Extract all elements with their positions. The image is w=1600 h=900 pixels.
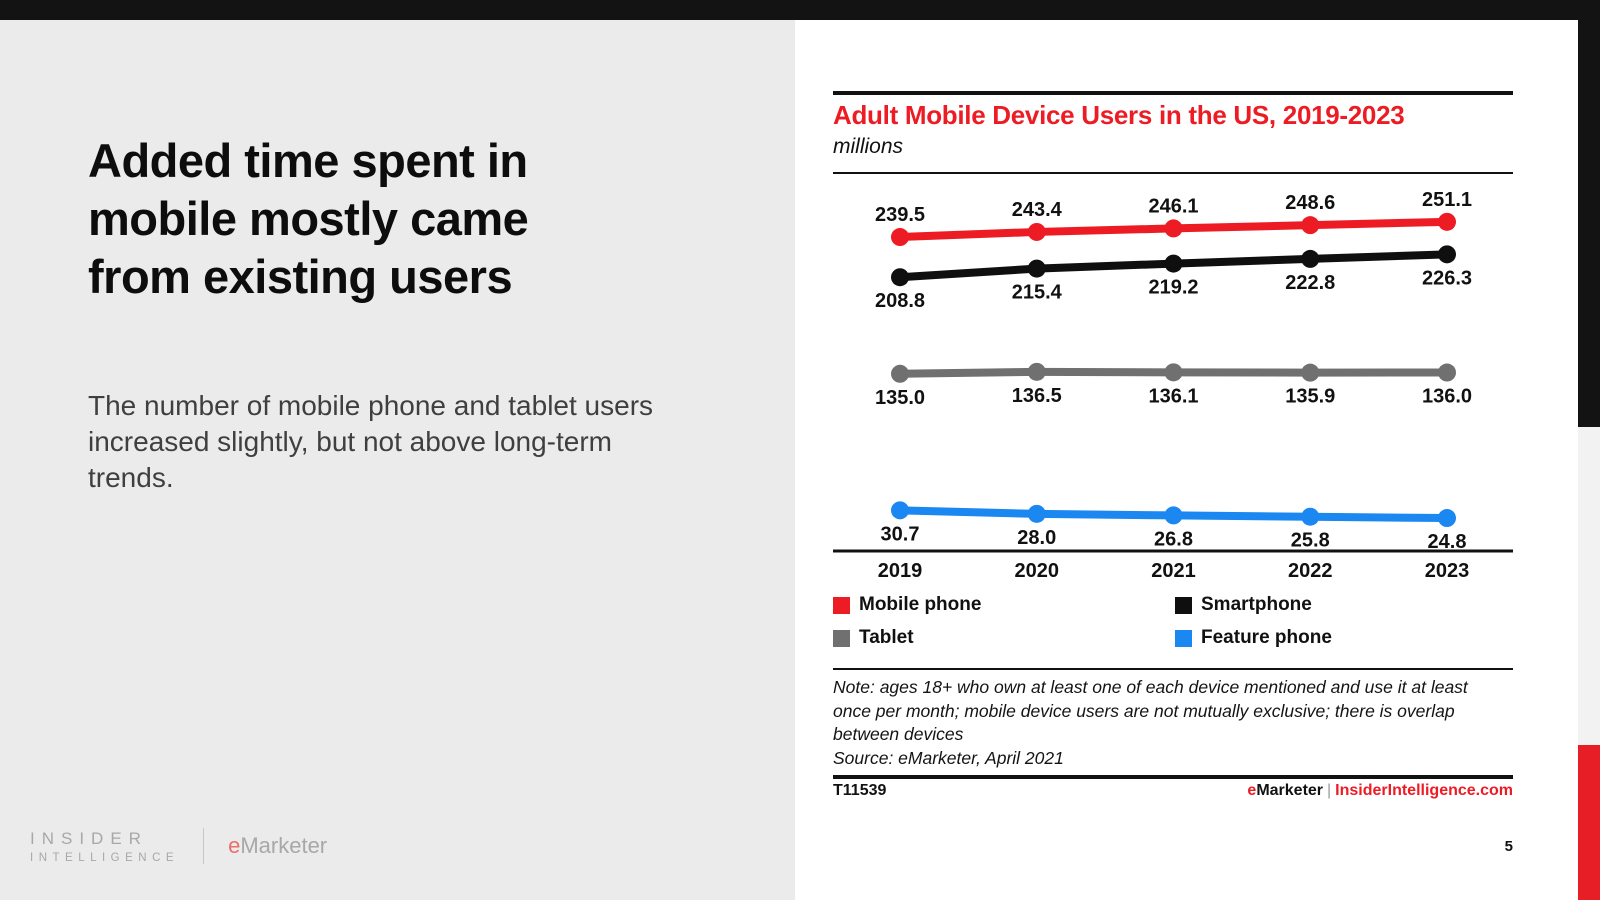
data-point-tablet [1438, 363, 1456, 382]
data-label-tablet: 136.1 [1148, 385, 1198, 407]
chart-title: Adult Mobile Device Users in the US, 201… [833, 100, 1405, 130]
page-number: 5 [1504, 838, 1513, 855]
top-bar [0, 0, 1600, 20]
data-label-feature-phone: 26.8 [1154, 528, 1193, 550]
data-point-feature-phone [1027, 504, 1046, 523]
emarketer-logo: eMarketer [228, 833, 327, 859]
chart-note: Note: ages 18+ who own at least one of e… [833, 677, 1468, 744]
data-point-mobile-phone [1027, 222, 1046, 241]
title-rule [833, 172, 1513, 174]
data-point-smartphone [1301, 249, 1320, 268]
chart-source: Source: eMarketer, April 2021 [833, 747, 1064, 768]
data-label-mobile-phone: 246.1 [1148, 195, 1198, 217]
legend-label: Feature phone [1201, 627, 1332, 648]
x-axis-tick-2023: 2023 [1425, 560, 1470, 582]
chart-legend: Mobile phone Smartphone Tablet Feature phon… [833, 594, 1513, 649]
data-label-mobile-phone: 251.1 [1422, 189, 1472, 211]
insider-logo-line2: INTELLIGENCE [30, 851, 180, 864]
data-label-mobile-phone: 243.4 [1012, 199, 1063, 221]
chart-panel: Adult Mobile Device Users in the US, 201… [795, 20, 1578, 900]
data-point-smartphone [1164, 254, 1183, 273]
legend-item-feature-phone: Feature phone [1175, 627, 1513, 649]
data-point-smartphone [891, 268, 909, 287]
legend-label: Mobile phone [859, 594, 982, 615]
x-axis-tick-2022: 2022 [1288, 560, 1333, 582]
data-point-tablet [1164, 363, 1183, 382]
legend-label: Tablet [859, 627, 914, 648]
data-label-feature-phone: 30.7 [881, 523, 920, 545]
footer-brand-e: e [1247, 782, 1257, 799]
strip-red-segment [1578, 745, 1600, 900]
note-block: Note: ages 18+ who own at least one of e… [833, 676, 1493, 770]
legend-swatch-feature-phone [1175, 629, 1192, 647]
legend-item-mobile-phone: Mobile phone [833, 594, 1175, 616]
data-label-tablet: 136.5 [1012, 385, 1062, 407]
note-rule [833, 668, 1513, 670]
data-point-feature-phone [1164, 506, 1183, 525]
insider-logo-line1: INSIDER [30, 828, 148, 848]
data-point-smartphone [1438, 245, 1456, 264]
legend-swatch-smartphone [1175, 596, 1192, 614]
legend-swatch-tablet [833, 629, 850, 647]
data-label-mobile-phone: 248.6 [1285, 192, 1335, 214]
legend-item-smartphone: Smartphone [1175, 594, 1513, 616]
data-point-tablet [1027, 362, 1046, 381]
legend-label: Smartphone [1201, 594, 1312, 615]
data-label-smartphone: 226.3 [1422, 267, 1472, 289]
data-point-mobile-phone [891, 228, 909, 247]
insider-intelligence-logo: INSIDER INTELLIGENCE [30, 829, 179, 864]
chart-id: T11539 [833, 782, 887, 799]
data-point-feature-phone [891, 501, 909, 520]
data-label-feature-phone: 24.8 [1428, 531, 1467, 553]
chart-subtitle: millions [833, 135, 904, 158]
data-label-feature-phone: 25.8 [1291, 530, 1330, 552]
data-label-tablet: 135.9 [1285, 386, 1335, 408]
chart-footer: T11539 eMarketer | InsiderIntelligence.com [833, 782, 1513, 800]
emarketer-logo-e: e [228, 833, 241, 858]
data-point-feature-phone [1438, 509, 1456, 528]
data-label-smartphone: 222.8 [1285, 272, 1335, 294]
data-label-feature-phone: 28.0 [1017, 527, 1056, 549]
data-point-tablet [891, 364, 909, 383]
right-edge-strip [1578, 0, 1600, 900]
slide-headline: Added time spent in mobile mostly came f… [88, 134, 529, 303]
data-point-mobile-phone [1301, 216, 1320, 235]
strip-gray-segment [1578, 427, 1600, 745]
line-chart: 2019 2020 2021 2022 2023 239.5 243.4 246.1 248.6… [833, 189, 1513, 582]
top-rule [833, 91, 1513, 95]
data-point-feature-phone [1301, 507, 1320, 526]
data-label-smartphone: 215.4 [1012, 282, 1063, 304]
footer-brand: eMarketer | InsiderIntelligence.com [1247, 782, 1513, 800]
data-label-smartphone: 208.8 [875, 290, 925, 312]
emarketer-logo-rest: Marketer [240, 833, 328, 858]
brand-footer: INSIDER INTELLIGENCE eMarketer [30, 828, 327, 864]
footer-site-link: InsiderIntelligence.com [1335, 782, 1513, 799]
x-axis-tick-2020: 2020 [1015, 560, 1060, 582]
x-axis-tick-2019: 2019 [878, 560, 923, 582]
logo-divider [203, 828, 205, 864]
data-point-smartphone [1027, 259, 1046, 278]
legend-swatch-mobile-phone [833, 596, 850, 614]
data-point-mobile-phone [1438, 212, 1456, 231]
footer-rule [833, 775, 1513, 779]
data-label-mobile-phone: 239.5 [875, 204, 925, 226]
data-point-mobile-phone [1164, 219, 1183, 238]
footer-brand-rest: Marketer [1256, 782, 1324, 799]
footer-brand-divider: | [1327, 782, 1332, 799]
data-label-smartphone: 219.2 [1148, 277, 1198, 299]
strip-black-segment [1578, 0, 1600, 427]
x-axis-tick-2021: 2021 [1151, 560, 1196, 582]
data-point-tablet [1301, 363, 1320, 382]
left-panel: Added time spent in mobile mostly came f… [0, 20, 795, 900]
slide-body-text: The number of mobile phone and tablet us… [88, 390, 654, 493]
data-label-tablet: 136.0 [1422, 386, 1472, 408]
data-label-tablet: 135.0 [875, 387, 925, 409]
legend-item-tablet: Tablet [833, 627, 1175, 649]
